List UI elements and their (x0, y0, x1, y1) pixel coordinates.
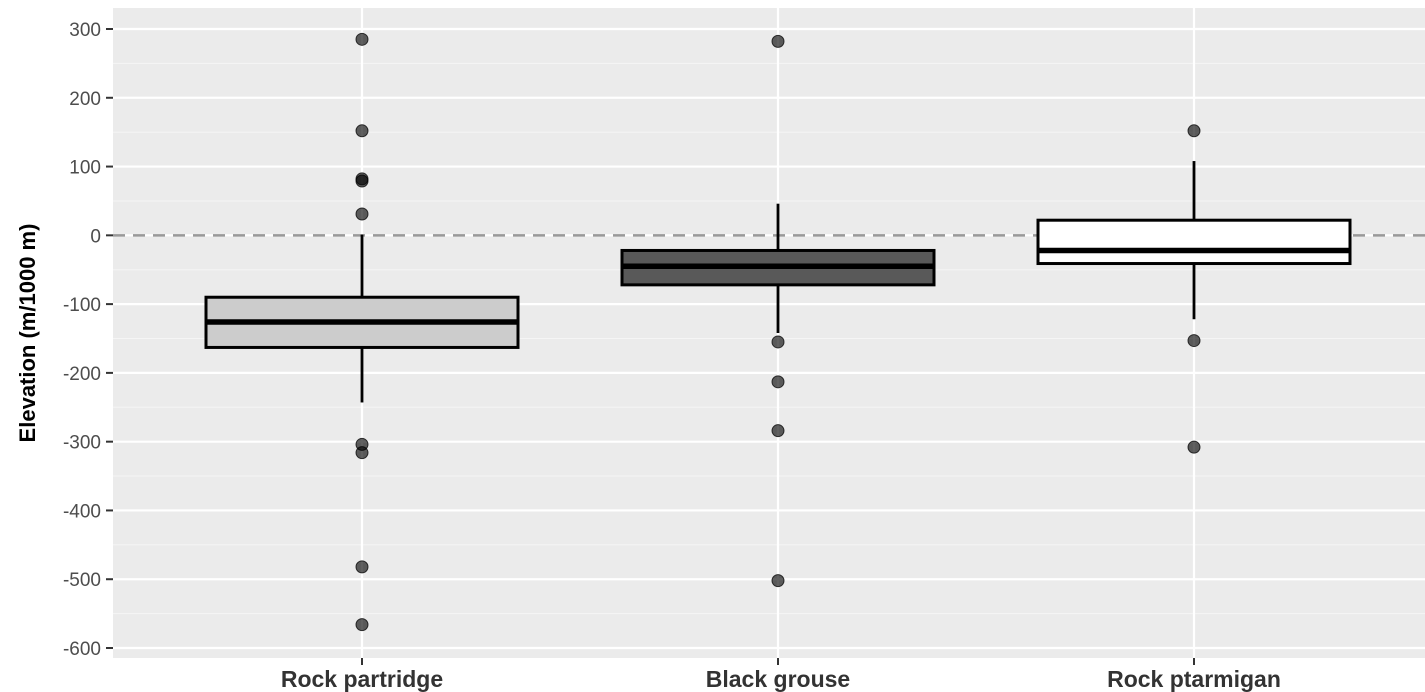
grid-layer (113, 8, 1425, 658)
box-iqr (1036, 218, 1352, 266)
outlier-point (355, 174, 369, 188)
y-tick-label: -200 (63, 364, 101, 385)
box-rock-ptarmigan (1036, 124, 1352, 454)
y-tick-label: -300 (63, 433, 101, 454)
outlier-point (355, 560, 369, 574)
box-black-grouse (620, 34, 936, 588)
y-tick-label: 200 (69, 89, 101, 110)
outlier-point (1187, 124, 1201, 138)
outlier-point (1187, 334, 1201, 348)
outlier-point (771, 375, 785, 389)
x-category-label: Rock ptarmigan (1107, 666, 1281, 692)
outlier-point (355, 32, 369, 46)
y-axis-title: Elevation (m/1000 m) (15, 224, 40, 443)
y-tick-label: -500 (63, 570, 101, 591)
outlier-point (355, 207, 369, 221)
box-rock-partridge (204, 32, 520, 632)
y-tick-label: -600 (63, 639, 101, 660)
y-tick-label: -100 (63, 295, 101, 316)
outlier-point (1187, 440, 1201, 454)
x-category-label: Black grouse (706, 666, 850, 692)
outlier-point (355, 124, 369, 138)
outlier-point (771, 424, 785, 438)
x-category-label: Rock partridge (281, 666, 443, 692)
y-tick-label: 100 (69, 158, 101, 179)
y-tick-label: 0 (90, 226, 101, 247)
axis-layer: 300 200 100 0 -100 -200 -300 -400 -500 -600 Rock p… (63, 20, 1281, 692)
y-tick-label: -400 (63, 501, 101, 522)
y-tick-label: 300 (69, 20, 101, 41)
box-layer (204, 32, 1352, 632)
outlier-point (771, 335, 785, 349)
outlier-point (355, 446, 369, 460)
outlier-point (355, 618, 369, 632)
outlier-point (771, 574, 785, 588)
outlier-point (771, 34, 785, 48)
